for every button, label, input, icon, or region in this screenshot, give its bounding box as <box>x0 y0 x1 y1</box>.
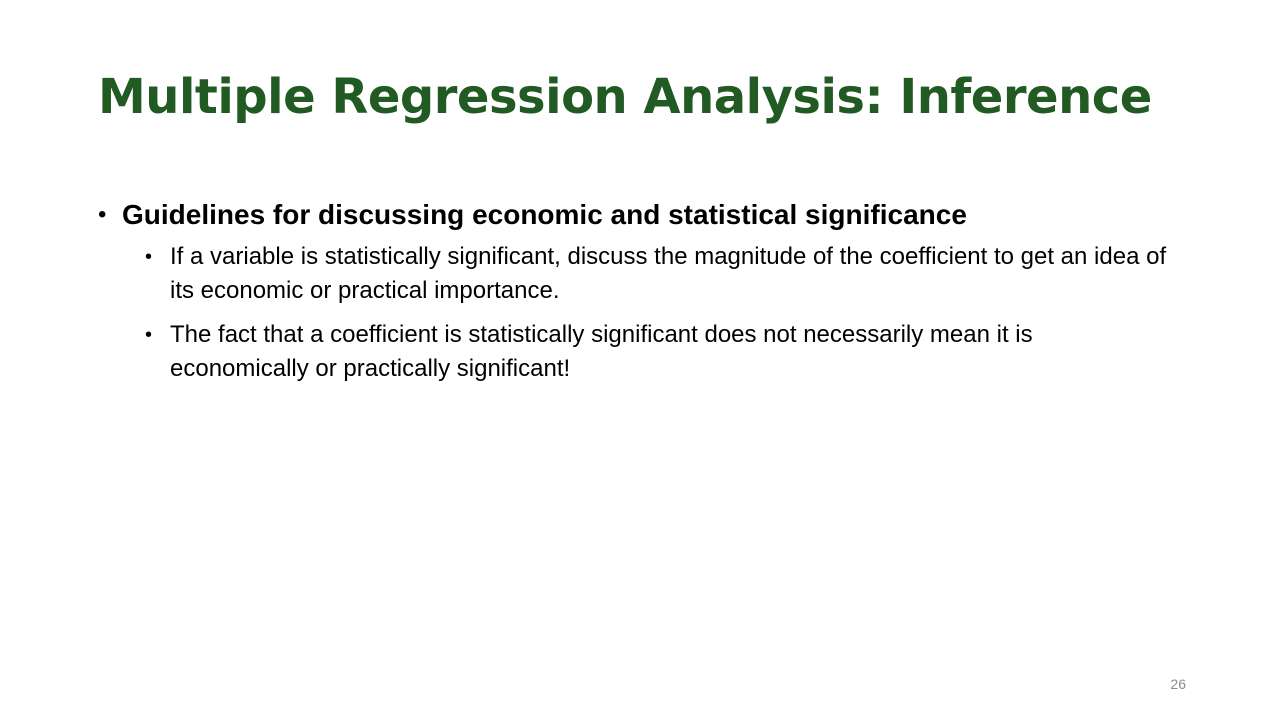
sub-bullet: • The fact that a coefficient is statist… <box>145 318 1188 386</box>
sub-bullet: • If a variable is statistically signifi… <box>145 240 1188 308</box>
bullet-marker: • <box>145 324 153 346</box>
main-bullet-text: Guidelines for discussing economic and s… <box>122 199 967 230</box>
bullet-marker: • <box>145 246 153 268</box>
slide-title: Multiple Regression Analysis: Inference <box>98 69 1152 125</box>
main-bullet: • Guidelines for discussing economic and… <box>98 196 1188 234</box>
sub-bullet-list: • If a variable is statistically signifi… <box>98 240 1188 386</box>
sub-bullet-text: The fact that a coefficient is statistic… <box>170 321 1033 382</box>
slide-content: • Guidelines for discussing economic and… <box>98 196 1188 396</box>
sub-bullet-text: If a variable is statistically significa… <box>170 243 1167 304</box>
bullet-marker: • <box>98 201 107 228</box>
page-number: 26 <box>1170 676 1186 692</box>
